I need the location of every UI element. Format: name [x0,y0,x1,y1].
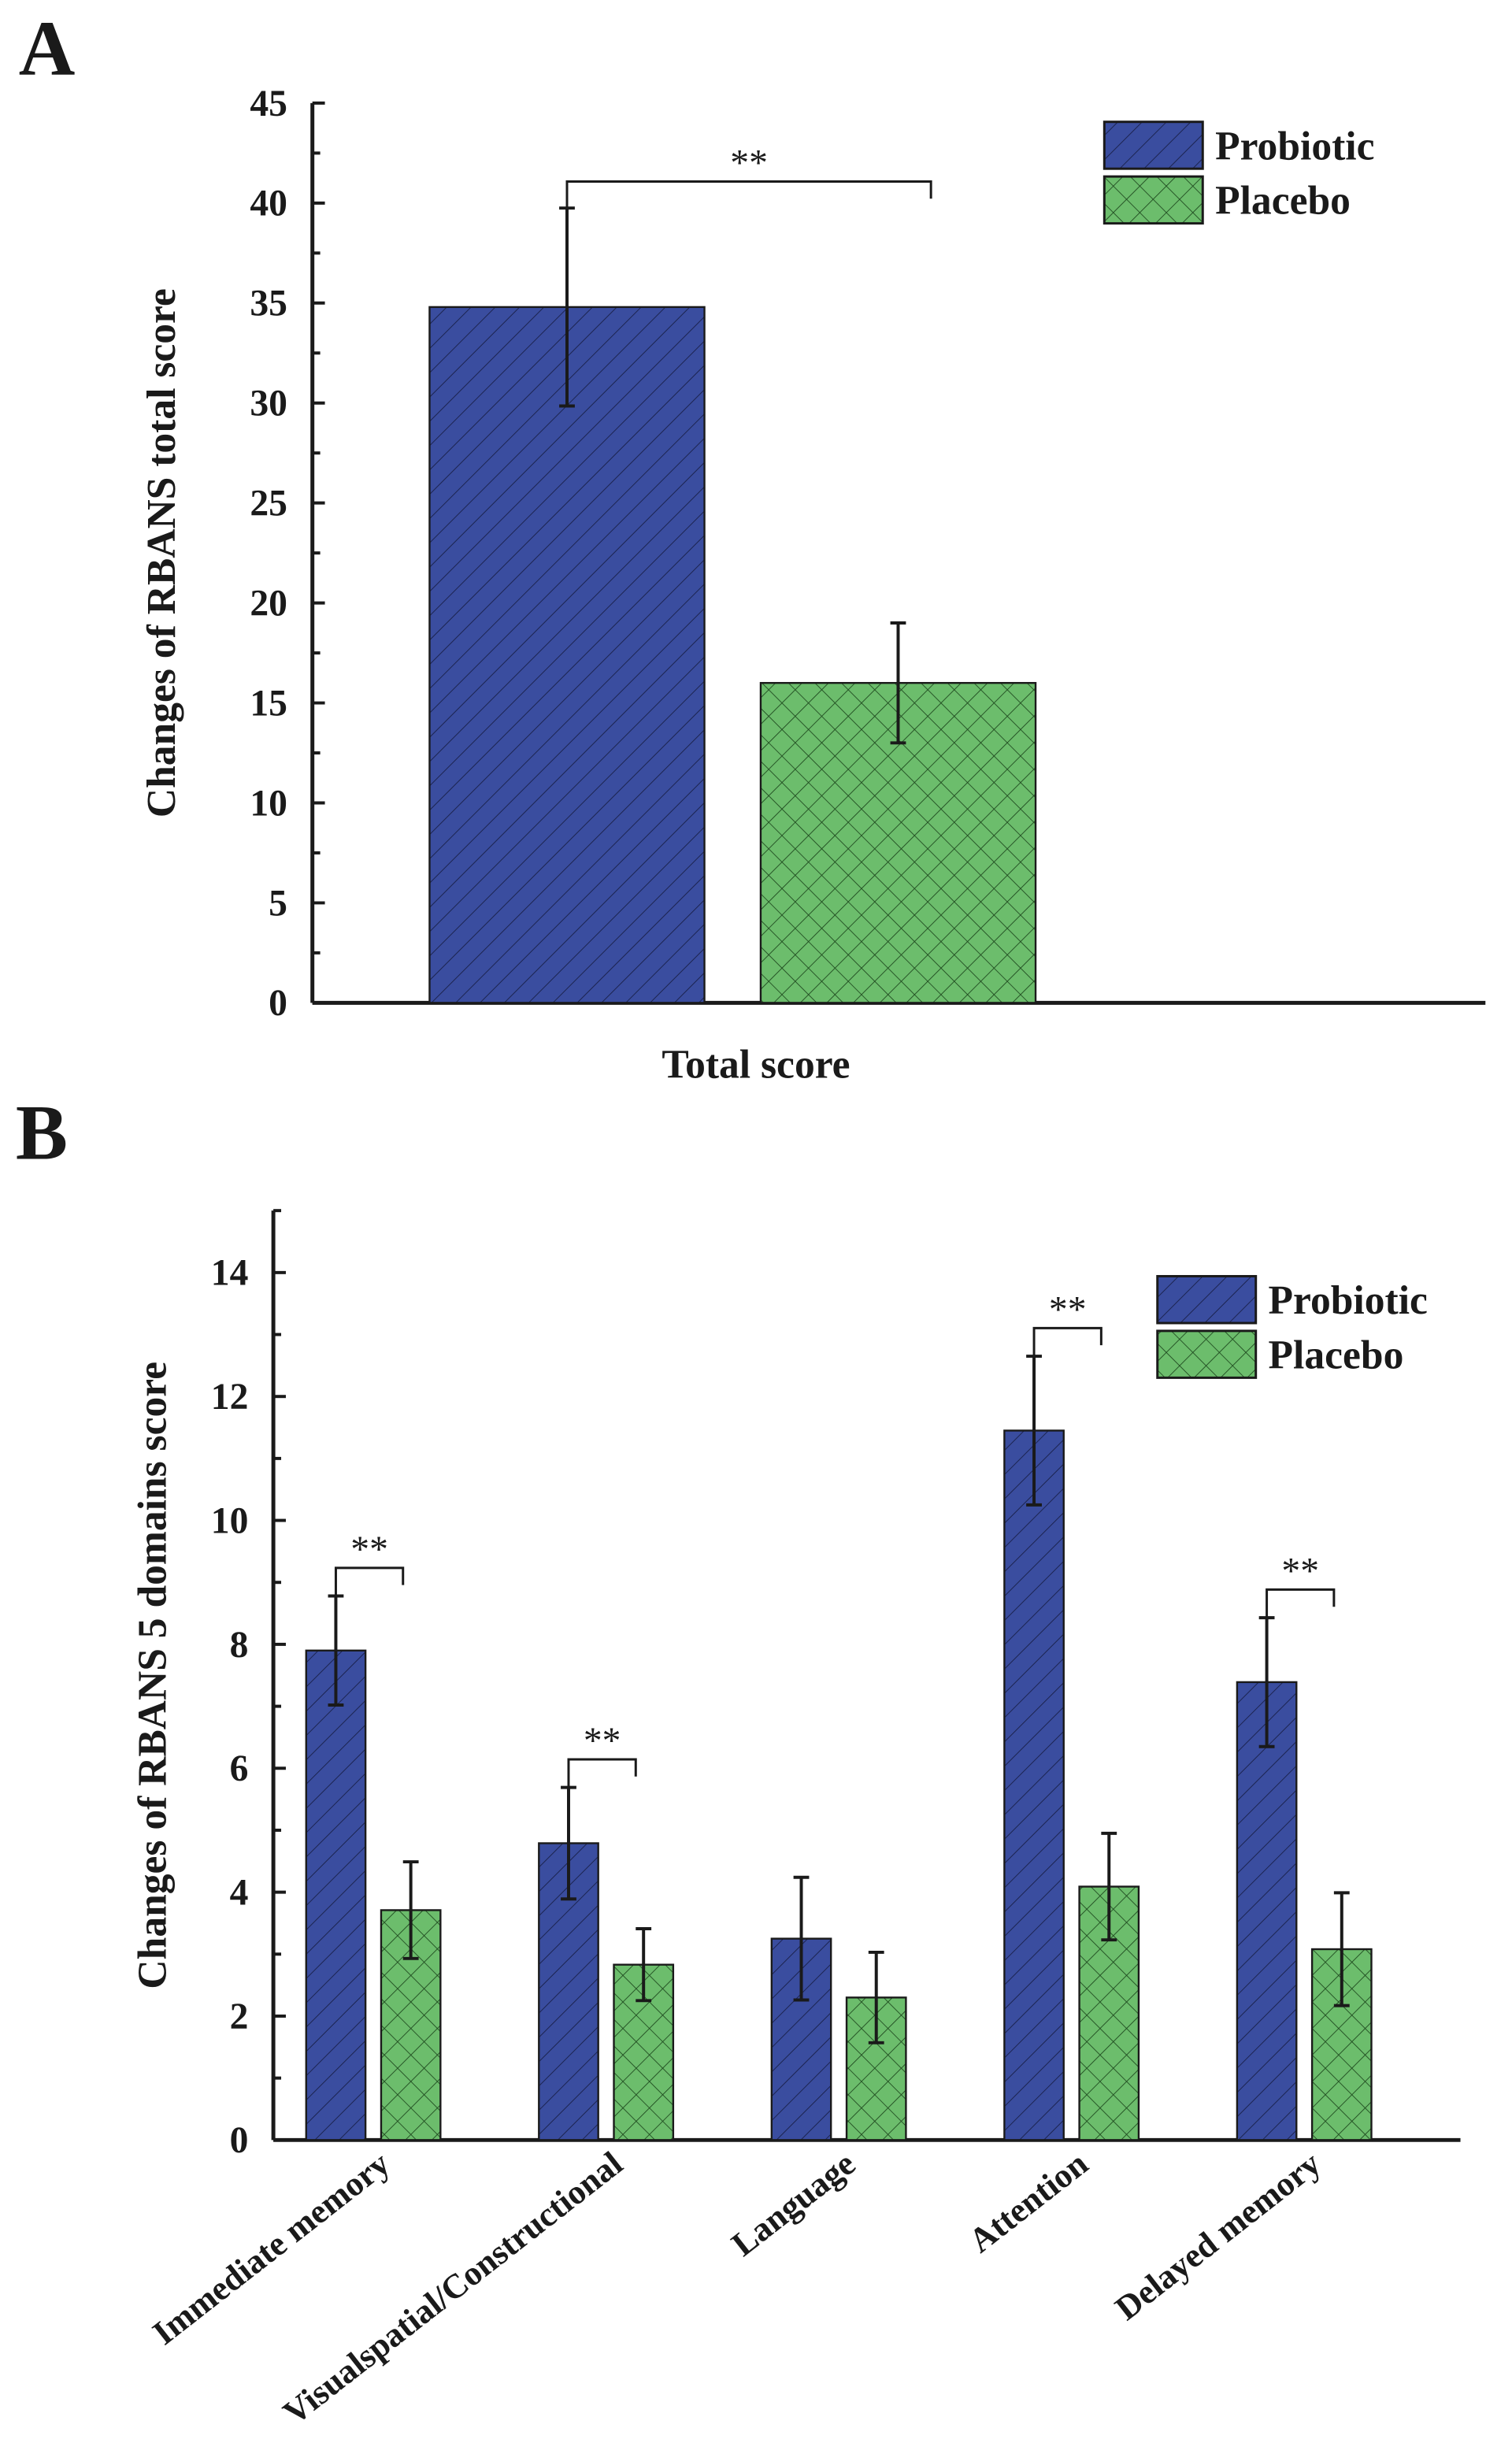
bar-probiotic [428,306,706,1004]
x-axis-title: Total score [662,1043,850,1088]
x-category-label: Attention [962,2144,1095,2260]
y-tick-label: 20 [250,583,287,624]
y-tick-label: 2 [230,1996,249,2037]
legend-swatch-placebo [1102,175,1204,225]
x-category-label: Delayed memory [1108,2144,1328,2328]
significance-marker: ** [1049,1289,1087,1330]
legend-swatch-probiotic [1156,1274,1258,1325]
significance-bracket [567,1758,637,1788]
y-tick-label: 0 [269,983,287,1024]
y-tick-label: 10 [250,783,287,824]
significance-marker: ** [584,1721,621,1762]
significance-marker: ** [1281,1551,1319,1592]
legend-label-placebo: Placebo [1215,179,1351,224]
bar-probiotic [1236,1681,1298,2141]
y-tick-label: 14 [211,1253,249,1294]
y-tick-label: 4 [230,1872,249,1913]
significance-marker: ** [350,1529,388,1570]
y-tick-label: 30 [250,384,287,424]
x-category-label: Immediate memory [146,2144,397,2352]
y-tick-label: 12 [211,1377,249,1418]
x-category-label: Language [724,2144,862,2263]
significance-bracket [1032,1326,1102,1357]
y-tick-label: 40 [250,183,287,224]
bar-probiotic [1003,1429,1065,2141]
y-tick-label: 35 [250,284,287,324]
y-axis-title: Changes of RBANS 5 domains score [130,1362,175,1989]
y-tick-label: 6 [230,1748,249,1789]
panel-b: B 0 2 4 6 8 10 12 14 Changes of RBANS 5 domains s… [16,1091,1461,2432]
panel-label: B [16,1091,68,1177]
legend-label-probiotic: Probiotic [1269,1278,1428,1323]
legend-label-probiotic: Probiotic [1215,124,1374,169]
y-tick-label: 0 [230,2120,249,2161]
y-tick-label: 10 [211,1500,249,1541]
legend-label-placebo: Placebo [1269,1333,1404,1378]
bar-probiotic [305,1649,367,2141]
panel-a: A 0 5 10 15 20 25 30 35 40 45 Changes of RBANS tota… [19,6,1486,1088]
y-tick-label: 8 [230,1625,249,1666]
significance-bracket [334,1566,405,1596]
significance-bracket [1266,1588,1336,1618]
y-tick-label: 45 [250,83,287,124]
y-tick-label: 5 [269,883,287,924]
y-tick-label: 25 [250,484,287,525]
significance-bracket [565,180,932,209]
legend-swatch-probiotic [1102,120,1204,170]
legend-swatch-placebo [1156,1329,1258,1379]
y-tick-label: 15 [250,683,287,724]
significance-marker: ** [730,143,768,184]
y-axis-title: Changes of RBANS total score [139,288,184,817]
panel-label: A [19,6,76,92]
